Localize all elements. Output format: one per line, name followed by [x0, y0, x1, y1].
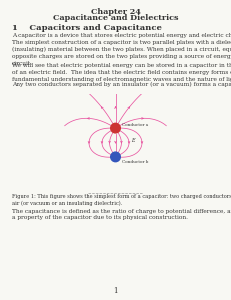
Text: E: E — [131, 139, 134, 143]
Text: Conductor b: Conductor b — [122, 160, 149, 164]
Text: The capacitance is defined as the ratio of charge to potential difference, and t: The capacitance is defined as the ratio … — [12, 208, 231, 220]
Text: Figure 1: This figure shows the simplest form of a capacitor: two charged conduc: Figure 1: This figure shows the simplest… — [12, 194, 231, 206]
Text: 1: 1 — [113, 286, 118, 295]
Text: We will see that electric potential energy can be stored in a capacitor in the f: We will see that electric potential ener… — [12, 63, 231, 82]
Circle shape — [111, 123, 120, 133]
Circle shape — [111, 152, 120, 162]
Text: Conductor a: Conductor a — [122, 123, 149, 127]
Text: 1    Capacitors and Capacitance: 1 Capacitors and Capacitance — [12, 24, 161, 32]
Text: Capacitance and Dielectrics: Capacitance and Dielectrics — [53, 14, 178, 22]
Text: Any two conductors separated by an insulator (or a vacuum) forms a capacitor.: Any two conductors separated by an insul… — [12, 82, 231, 87]
Text: Chapter 24: Chapter 24 — [91, 8, 140, 16]
Text: A capacitor is a device that stores electric potential energy and electric charg: A capacitor is a device that stores elec… — [12, 33, 231, 66]
